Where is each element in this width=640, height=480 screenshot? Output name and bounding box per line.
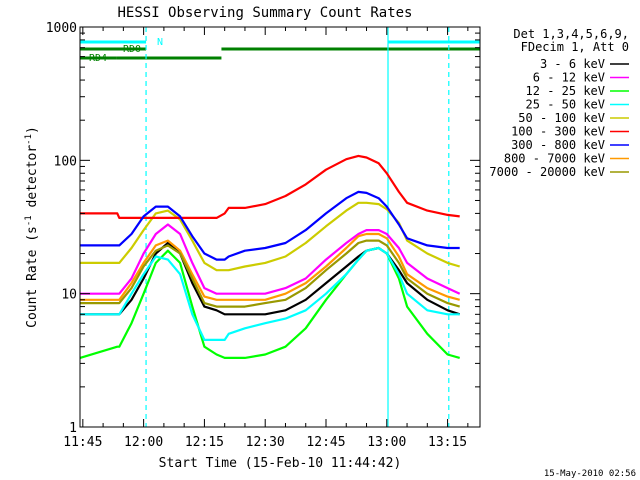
legend-label-12-25-kev: 12 - 25 keV: [526, 84, 605, 98]
flag-label-rd4: RD4: [89, 53, 107, 64]
series-25-50-kev: [80, 246, 460, 341]
x-tick-label: 12:00: [124, 435, 163, 450]
series-layer: [79, 154, 461, 359]
series-50-100-kev: [80, 201, 461, 272]
x-tick-label: 12:15: [185, 435, 224, 450]
legend-label-800-7000-kev: 800 - 7000 keV: [504, 152, 605, 166]
legend-label-100-300-kev: 100 - 300 keV: [511, 125, 605, 139]
y-tick-label: 100: [54, 154, 77, 169]
legend-label-25-50-kev: 25 - 50 keV: [526, 98, 605, 112]
x-axis-label: Start Time (15-Feb-10 11:44:42): [159, 456, 402, 471]
series-100-300-kev: [80, 154, 460, 219]
chart-title: HESSI Observing Summary Count Rates: [117, 5, 412, 21]
x-axis: 11:45 12:00 12:15 12:30 12:45 13:00 13:15: [63, 27, 469, 450]
flag-label-n: N: [157, 37, 163, 48]
legend-label-7000-20000-kev: 7000 - 20000 keV: [489, 165, 605, 179]
legend-header-line-1: Det 1,3,4,5,6,9,: [513, 27, 629, 41]
x-tick-label: 12:45: [306, 435, 345, 450]
x-tick-label: 13:00: [367, 435, 406, 450]
y-tick-label: 10: [61, 288, 77, 303]
flag-lines: N RD0 RD4: [80, 37, 480, 64]
legend-header-line-2: FDecim 1, Att 0: [521, 40, 629, 54]
y-axis-label-exp1: -1: [24, 215, 34, 226]
series-7000-20000-kev: [80, 239, 461, 308]
flag-label-rd0: RD0: [123, 44, 141, 55]
y-axis-label: Count Rate (s-1 detector-1): [24, 126, 40, 328]
legend-label-50-100-kev: 50 - 100 keV: [518, 111, 605, 125]
x-tick-label: 12:30: [246, 435, 285, 450]
legend: Det 1,3,4,5,6,9, FDecim 1, Att 0 3 - 6 k…: [489, 27, 629, 179]
legend-label-3-6-kev: 3 - 6 keV: [540, 57, 605, 71]
marker-lines: [145, 27, 450, 427]
legend-label-6-12-kev: 6 - 12 keV: [533, 71, 605, 85]
legend-label-300-800-kev: 300 - 800 keV: [511, 138, 605, 152]
series-6-12-kev: [80, 223, 461, 295]
x-tick-label: 13:15: [428, 435, 467, 450]
series-800-7000-kev: [80, 232, 460, 301]
generation-timestamp: 15-May-2010 02:56: [544, 469, 636, 479]
y-axis-label-end: ): [25, 126, 40, 134]
y-axis-label-mid: detector: [25, 145, 40, 216]
series-300-800-kev: [80, 190, 460, 261]
y-tick-label: 1000: [46, 21, 77, 36]
y-axis-label-main: Count Rate (s: [25, 226, 40, 328]
y-axis-label-exp2: -1: [24, 134, 34, 145]
x-tick-label: 11:45: [63, 435, 102, 450]
plot-frame: [79, 26, 481, 428]
y-axis: 1 10 100 1000: [46, 21, 480, 436]
y-tick-label: 1: [69, 421, 77, 436]
